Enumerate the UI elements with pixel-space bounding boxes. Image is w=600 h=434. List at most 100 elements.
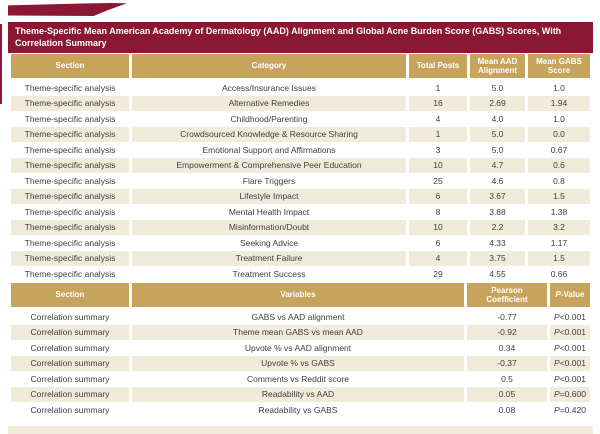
col-header-section: Section <box>11 283 129 309</box>
cell-pearson: -0.77 <box>497 311 517 322</box>
table-title-text: Theme-Specific Mean American Academy of … <box>15 26 562 48</box>
cell-p-value: P<0.001 <box>550 355 590 371</box>
cell-p-value: P<0.001 <box>550 324 590 340</box>
cell-category: Alternative Remedies <box>132 95 406 111</box>
col-header-mean-gabs: Mean GABS Score <box>528 54 590 80</box>
cell-section: Theme-specific analysis <box>11 250 129 266</box>
col-header-pearson: Pearson Coefficient <box>467 283 547 309</box>
cell-mean-gabs: 0.66 <box>550 268 568 279</box>
table-tag-ribbon <box>8 3 127 16</box>
cell-section: Correlation summary <box>11 386 129 402</box>
cell-category: Crowdsourced Knowledge & Resource Sharin… <box>132 126 406 142</box>
cell-mean-aad: 2.69 <box>470 95 525 111</box>
col-header-total-posts: Total Posts <box>409 54 467 80</box>
cell-total-posts: 25 <box>433 175 443 186</box>
p-rest: =0.600 <box>559 389 586 400</box>
theme-row: Theme-specific analysis Access/Insurance… <box>11 80 590 96</box>
cell-category: Treatment Failure <box>132 250 406 266</box>
cell-category: Lifestyle Impact <box>132 188 406 204</box>
table-title: Theme-Specific Mean American Academy of … <box>8 22 593 53</box>
cell-mean-aad: 3.88 <box>489 206 506 217</box>
cell-mean-gabs: 1.38 <box>550 206 568 217</box>
cell-section: Correlation summary <box>11 324 129 340</box>
p-rest: <0.001 <box>559 342 586 353</box>
theme-row: Theme-specific analysis Misinformation/D… <box>11 219 590 235</box>
cell-mean-gabs: 1.0 <box>553 113 565 124</box>
cell-total-posts: 16 <box>409 95 467 111</box>
cell-total-posts: 3 <box>435 144 441 155</box>
cell-section: Theme-specific analysis <box>11 219 129 235</box>
theme-row: Theme-specific analysis Flare Triggers 2… <box>11 173 590 189</box>
p-italic: P <box>554 327 560 338</box>
cell-p-value: P<0.001 <box>550 309 590 325</box>
cell-category: Empowerment & Comprehensive Peer Educati… <box>132 157 406 173</box>
theme-row: Theme-specific analysis Childhood/Parent… <box>11 111 590 127</box>
cell-variables: Readability vs GABS <box>258 404 338 415</box>
col-header-mean-aad: Mean AAD Alignment <box>470 54 525 80</box>
cell-total-posts: 10 <box>409 157 467 173</box>
cell-p-value: P<0.001 <box>550 340 590 356</box>
cell-mean-aad: 3.75 <box>470 250 525 266</box>
cell-mean-aad: 2.2 <box>470 219 525 235</box>
correlation-row: Correlation summary Comments vs Reddit s… <box>11 371 590 387</box>
cell-mean-aad: 3.67 <box>470 188 525 204</box>
cell-mean-gabs: 0.6 <box>528 157 590 173</box>
cell-section: Theme-specific analysis <box>24 237 116 248</box>
cell-section: Correlation summary <box>30 311 110 322</box>
cell-total-posts: 10 <box>409 219 467 235</box>
cell-p-value: P=0.600 <box>550 386 590 402</box>
col-header-p-value: P-Value <box>550 283 590 309</box>
theme-row: Theme-specific analysis Treatment Succes… <box>11 266 590 282</box>
cell-variables: Comments vs Reddit score <box>246 373 350 384</box>
cell-mean-gabs: 1.94 <box>528 95 590 111</box>
cell-pearson: 0.05 <box>467 386 547 402</box>
cell-mean-aad: 4.7 <box>470 157 525 173</box>
cell-mean-aad: 4.6 <box>491 175 504 186</box>
cell-total-posts: 8 <box>435 206 441 217</box>
cell-total-posts: 6 <box>435 237 441 248</box>
cell-category: Flare Triggers <box>242 175 296 186</box>
cell-section: Theme-specific analysis <box>11 157 129 173</box>
theme-row: Theme-specific analysis Emotional Suppor… <box>11 142 590 158</box>
p-value-header-rest: -Value <box>560 290 585 300</box>
cell-section: Theme-specific analysis <box>24 268 116 279</box>
correlation-row: Correlation summary Upvote % vs AAD alig… <box>11 340 590 356</box>
cell-total-posts: 1 <box>435 82 441 93</box>
correlation-row: Correlation summary GABS vs AAD alignmen… <box>11 309 590 325</box>
p-italic: P <box>554 373 560 384</box>
p-italic: P <box>554 358 560 369</box>
cell-variables: Upvote % vs AAD alignment <box>244 342 352 353</box>
page-edge-fragment <box>0 24 2 104</box>
cell-mean-aad: 4.55 <box>489 268 506 279</box>
p-value-header-italic: P <box>555 290 561 300</box>
correlation-header-row: Section Variables Pearson Coefficient P-… <box>11 283 590 309</box>
cell-mean-aad: 5.0 <box>491 82 504 93</box>
cell-section: Correlation summary <box>30 404 110 415</box>
cell-variables: GABS vs AAD alignment <box>251 311 345 322</box>
cell-category: Seeking Advice <box>239 237 299 248</box>
cell-section: Correlation summary <box>30 373 110 384</box>
cell-pearson: 0.34 <box>498 342 516 353</box>
cell-section: Theme-specific analysis <box>24 175 116 186</box>
cell-total-posts: 1 <box>409 126 467 142</box>
cell-section: Theme-specific analysis <box>11 126 129 142</box>
cell-mean-aad: 5.0 <box>491 144 504 155</box>
cell-category: Mental Health Impact <box>228 206 310 217</box>
cell-mean-aad: 4.0 <box>491 113 504 124</box>
theme-row: Theme-specific analysis Seeking Advice 6… <box>11 235 590 251</box>
p-rest: <0.001 <box>559 358 586 369</box>
cell-category: Childhood/Parenting <box>230 113 308 124</box>
theme-row: Theme-specific analysis Lifestyle Impact… <box>11 188 590 204</box>
theme-row: Theme-specific analysis Empowerment & Co… <box>11 157 590 173</box>
p-rest: <0.001 <box>559 373 586 384</box>
theme-row: Theme-specific analysis Crowdsourced Kno… <box>11 126 590 142</box>
theme-header-row: Section Category Total Posts Mean AAD Al… <box>11 54 590 80</box>
cell-mean-gabs: 0.0 <box>528 126 590 142</box>
cell-variables: Upvote % vs GABS <box>132 355 464 371</box>
cell-total-posts: 4 <box>435 113 441 124</box>
correlation-summary-table: Section Variables Pearson Coefficient P-… <box>8 283 593 418</box>
p-rest: <0.001 <box>559 311 586 322</box>
theme-row: Theme-specific analysis Treatment Failur… <box>11 250 590 266</box>
theme-row: Theme-specific analysis Alternative Reme… <box>11 95 590 111</box>
cell-category: Access/Insurance Issues <box>221 82 316 93</box>
